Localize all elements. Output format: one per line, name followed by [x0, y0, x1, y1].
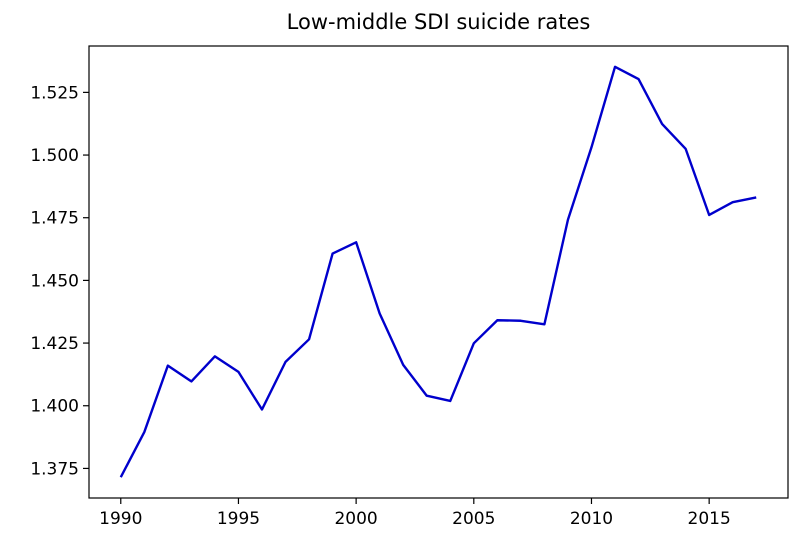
y-tick-label: 1.475 — [30, 209, 79, 229]
x-tick-label: 1990 — [99, 509, 142, 529]
y-tick-label: 1.375 — [30, 459, 79, 479]
y-tick-label: 1.450 — [30, 271, 79, 291]
x-tick-label: 1995 — [217, 509, 260, 529]
axes-frame — [89, 46, 788, 498]
x-tick-label: 2000 — [334, 509, 377, 529]
x-tick-label: 2010 — [570, 509, 613, 529]
y-tick-label: 1.425 — [30, 334, 79, 354]
x-tick-label: 2005 — [452, 509, 495, 529]
series-layer — [121, 67, 756, 477]
x-axis: 1990 1995 2000 2005 2010 2015 — [99, 498, 731, 529]
y-tick-label: 1.400 — [30, 397, 79, 417]
series-line — [121, 67, 756, 477]
y-tick-label: 1.525 — [30, 83, 79, 103]
x-tick-label: 2015 — [688, 509, 731, 529]
y-axis: 1.375 1.400 1.425 1.450 1.475 1.500 1.525 — [30, 83, 89, 479]
chart-title: Low-middle SDI suicide rates — [89, 10, 788, 34]
y-tick-label: 1.500 — [30, 146, 79, 166]
